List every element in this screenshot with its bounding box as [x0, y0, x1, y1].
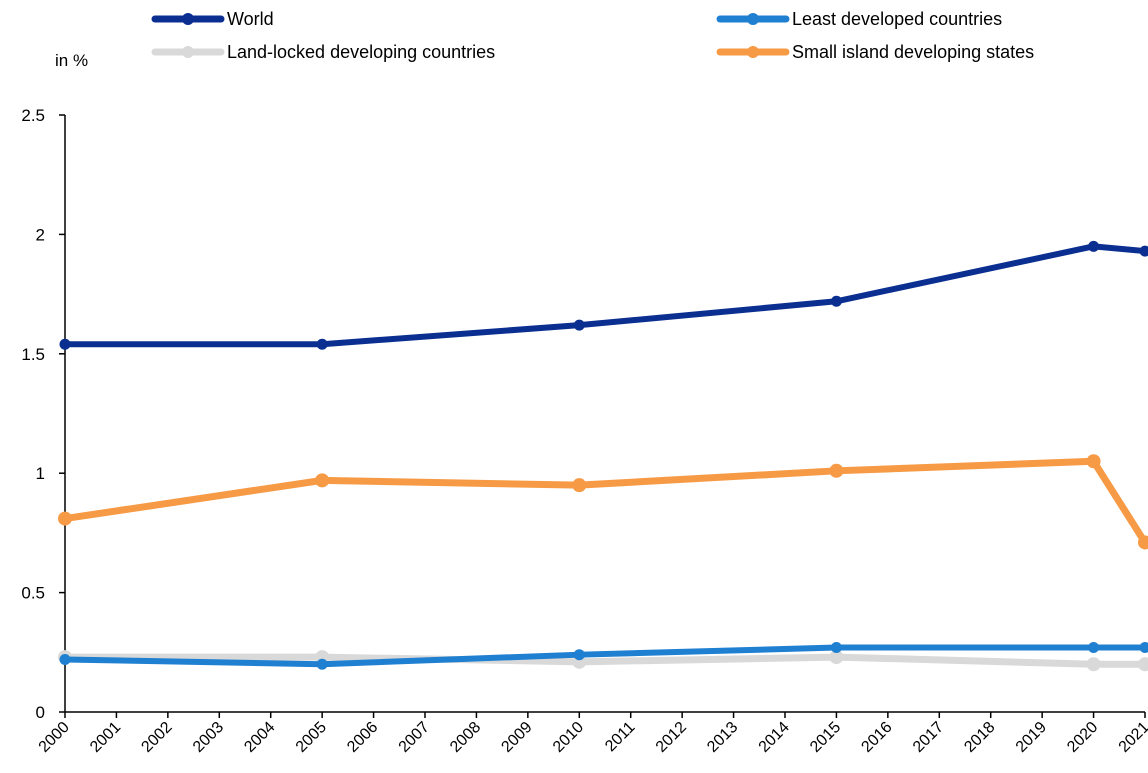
- series-small-island-developing-states: [58, 454, 1148, 549]
- data-point: [317, 659, 328, 670]
- data-point: [60, 654, 71, 665]
- x-tick-label: 2010: [550, 719, 587, 756]
- x-tick-label: 2016: [858, 719, 895, 756]
- x-tick-label: 2014: [756, 719, 793, 756]
- x-tick-label: 2017: [910, 719, 947, 756]
- x-tick-label: 2006: [344, 719, 381, 756]
- x-tick-label: 2005: [293, 719, 330, 756]
- x-tick-label: 2015: [807, 719, 844, 756]
- data-point: [1087, 454, 1101, 468]
- data-point: [1088, 642, 1099, 653]
- x-tick-label: 2008: [447, 719, 484, 756]
- data-point: [831, 642, 842, 653]
- data-point: [60, 339, 71, 350]
- x-tick-label: 2021: [1116, 719, 1148, 756]
- legend: World Least developed countries Land-locke…: [155, 9, 1034, 62]
- x-tick-label: 2009: [498, 719, 535, 756]
- legend-label: Least developed countries: [792, 9, 1002, 29]
- x-tick-label: 2002: [138, 719, 175, 756]
- legend-swatch-marker: [182, 13, 194, 25]
- data-point: [574, 649, 585, 660]
- x-tick-label: 2004: [241, 719, 278, 756]
- legend-item-least-developed-countries: Least developed countries: [720, 9, 1002, 29]
- legend-swatch-marker: [182, 46, 194, 58]
- x-tick-label: 2012: [653, 719, 690, 756]
- y-tick-label: 2.5: [21, 106, 45, 125]
- y-tick-label: 0: [36, 703, 45, 722]
- series-line: [65, 461, 1145, 542]
- data-point: [574, 320, 585, 331]
- x-tick-label: 2018: [961, 719, 998, 756]
- data-point: [1088, 241, 1099, 252]
- legend-label: World: [227, 9, 274, 29]
- data-point: [829, 464, 843, 478]
- series-layer: [58, 241, 1148, 671]
- data-point: [831, 296, 842, 307]
- legend-item-small-island-developing-states: Small island developing states: [720, 42, 1034, 62]
- data-point: [58, 512, 72, 526]
- x-tick-label: 2000: [36, 719, 73, 756]
- x-tick-label: 2011: [602, 719, 638, 755]
- legend-label: Small island developing states: [792, 42, 1034, 62]
- x-tick-label: 2020: [1064, 719, 1101, 756]
- x-tick-label: 2013: [704, 719, 741, 756]
- data-point: [572, 478, 586, 492]
- legend-label: Land-locked developing countries: [227, 42, 495, 62]
- x-tick-label: 2007: [396, 719, 433, 756]
- y-tick-label: 0.5: [21, 584, 45, 603]
- data-point: [1087, 657, 1101, 671]
- x-tick-label: 2001: [87, 719, 124, 756]
- data-point: [1140, 246, 1148, 257]
- y-unit-label: in %: [55, 51, 88, 70]
- series-line: [65, 246, 1145, 344]
- y-tick-label: 2: [36, 225, 45, 244]
- series-world: [60, 241, 1148, 350]
- x-tick-label: 2003: [190, 719, 227, 756]
- y-tick-label: 1: [36, 464, 45, 483]
- data-point: [1138, 657, 1148, 671]
- legend-item-world: World: [155, 9, 274, 29]
- y-tick-label: 1.5: [21, 345, 45, 364]
- data-point: [315, 473, 329, 487]
- legend-item-land-locked-developing-countries: Land-locked developing countries: [155, 42, 495, 62]
- data-point: [1140, 642, 1148, 653]
- data-point: [317, 339, 328, 350]
- legend-swatch-marker: [747, 13, 759, 25]
- x-tick-label: 2019: [1013, 719, 1050, 756]
- legend-swatch-marker: [747, 46, 759, 58]
